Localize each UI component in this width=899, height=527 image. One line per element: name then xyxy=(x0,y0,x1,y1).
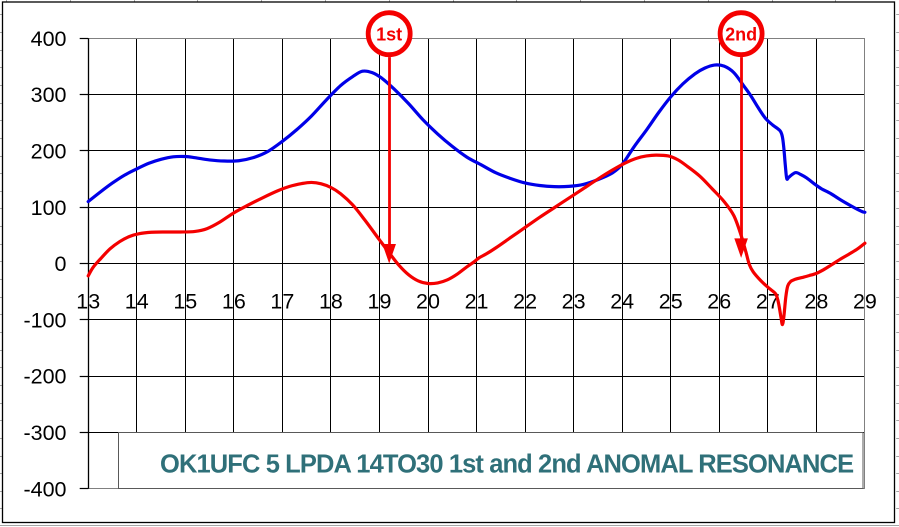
y-tick-label: -200 xyxy=(23,365,66,389)
annotation-2nd: 2nd xyxy=(717,10,765,258)
annotation-label: 2nd xyxy=(725,25,757,45)
x-tick-label: 15 xyxy=(173,290,197,314)
x-tick-label: 18 xyxy=(319,290,343,314)
x-tick-label: 23 xyxy=(562,290,586,314)
x-tick-label: 21 xyxy=(465,290,489,314)
chart-title-box xyxy=(118,432,864,489)
x-tick-label: 26 xyxy=(707,290,731,314)
x-tick-label: 19 xyxy=(368,290,392,314)
y-tick-label: 100 xyxy=(31,196,67,220)
y-tick-label: 400 xyxy=(31,27,67,51)
x-tick-label: 27 xyxy=(756,290,780,314)
annotation-1st: 1st xyxy=(365,10,413,264)
axis-layer xyxy=(79,37,90,490)
x-tick-label: 28 xyxy=(804,290,828,314)
x-tick-label: 17 xyxy=(270,290,294,314)
annotation-arrow-head xyxy=(382,244,396,264)
blue-series-line xyxy=(86,63,867,214)
x-tick-label: 22 xyxy=(513,290,537,314)
x-tick-label: 29 xyxy=(853,290,877,314)
annotation-layer: 1st 2nd xyxy=(365,10,765,264)
annotation-label: 1st xyxy=(376,25,402,45)
chart-title: OK1UFC 5 LPDA 14TO30 1st and 2nd ANOMAL … xyxy=(160,451,854,479)
axis-labels: 400 300 200 100 0 -100 -200 -300 -400 13 14 15 16 17 1… xyxy=(23,27,876,501)
y-tick-label: 300 xyxy=(31,83,67,107)
y-tick-label: -400 xyxy=(23,477,66,501)
series-layer xyxy=(86,63,867,327)
y-tick-label: 200 xyxy=(31,140,67,164)
x-tick-label: 24 xyxy=(610,290,634,314)
annotation-circle xyxy=(717,10,765,58)
y-tick-label: 0 xyxy=(55,252,67,276)
y-tick-label: -100 xyxy=(23,308,66,332)
x-tick-label: 20 xyxy=(416,290,440,314)
y-tick-label: -300 xyxy=(23,421,66,445)
x-tick-label: 25 xyxy=(659,290,683,314)
red-series-line xyxy=(86,153,867,327)
x-tick-label: 14 xyxy=(125,290,149,314)
x-tick-label: 13 xyxy=(76,290,100,314)
annotation-arrow-head xyxy=(734,238,748,258)
x-tick-label: 16 xyxy=(222,290,246,314)
annotation-circle xyxy=(365,10,413,58)
